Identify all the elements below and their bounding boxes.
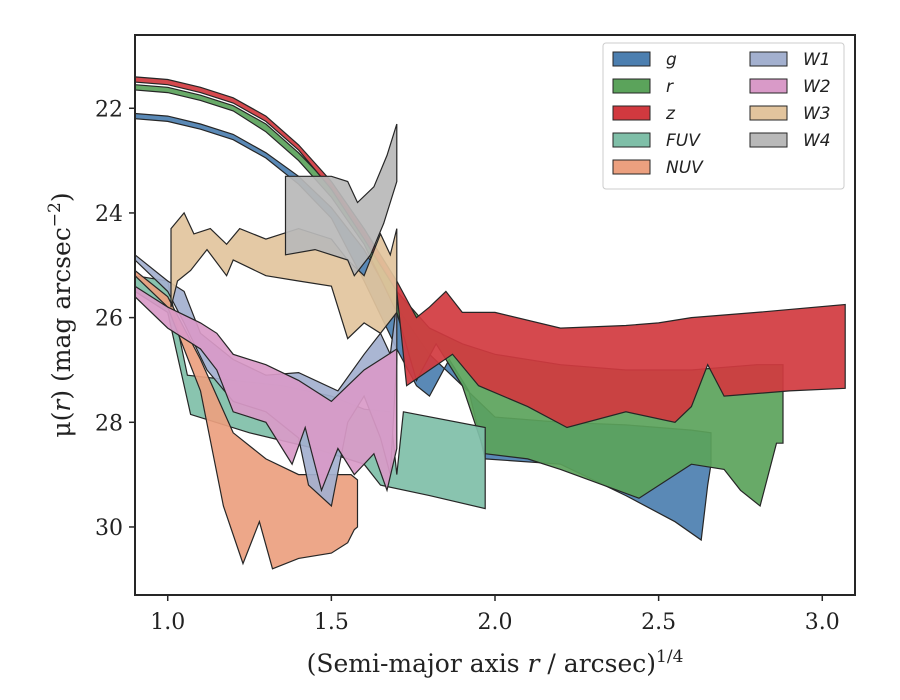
- y-tick-label: 24: [95, 202, 123, 227]
- legend-swatch-w3: [749, 105, 788, 121]
- legend-swatch-g: [612, 51, 651, 67]
- x-tick-label: 2.5: [641, 610, 676, 635]
- x-axis-label: (Semi-major axis r / arcsec)1/4: [307, 647, 684, 678]
- band-nuv: [134, 269, 359, 570]
- legend-label-nuv: NUV: [666, 158, 704, 178]
- legend-swatch-w1: [749, 51, 788, 67]
- legend-label-g: g: [666, 50, 677, 70]
- x-tick-label: 2.0: [478, 610, 513, 635]
- legend: grz FUV NUV W1 W2 W3 W4: [602, 42, 845, 190]
- legend-label-fuv: FUV: [666, 131, 701, 151]
- band-w2: [134, 285, 398, 493]
- y-tick-label: 28: [95, 411, 123, 436]
- y-axis-ticks: 22 24 26 28 30: [95, 97, 135, 541]
- band-w4: [284, 123, 398, 277]
- legend-swatch-w2: [749, 78, 788, 94]
- legend-label-r: r: [666, 77, 674, 97]
- x-axis-ticks: 1.0 1.5 2.0 2.5 3.0: [150, 595, 840, 635]
- legend-swatch-fuv: [612, 132, 651, 148]
- legend-swatch-nuv: [612, 159, 651, 175]
- x-tick-label: 1.5: [314, 610, 349, 635]
- y-tick-label: 30: [95, 516, 123, 541]
- band-layer: [134, 76, 846, 570]
- x-tick-label: 3.0: [805, 610, 840, 635]
- legend-label-w1: W1: [803, 50, 831, 70]
- legend-label-z: z: [665, 104, 676, 124]
- legend-label-w4: W4: [803, 131, 831, 151]
- legend-label-w3: W3: [803, 104, 831, 124]
- legend-swatch-z: [612, 105, 651, 121]
- y-tick-label: 26: [95, 307, 123, 332]
- x-tick-label: 1.0: [150, 610, 185, 635]
- band-w3: [170, 211, 398, 340]
- y-axis-label: μ(r) (mag arcsec−2): [45, 192, 76, 437]
- legend-label-w2: W2: [803, 77, 831, 97]
- legend-swatch-w4: [749, 132, 788, 148]
- legend-swatch-r: [612, 78, 651, 94]
- y-tick-label: 22: [95, 97, 123, 122]
